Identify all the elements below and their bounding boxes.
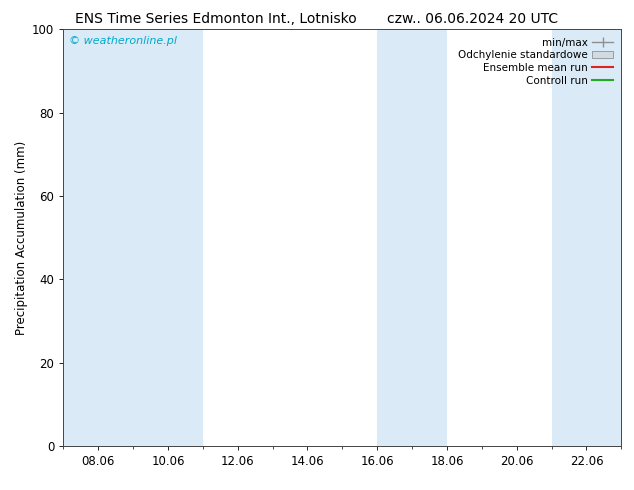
Bar — [133, 29, 203, 446]
Text: czw.. 06.06.2024 20 UTC: czw.. 06.06.2024 20 UTC — [387, 12, 558, 26]
Bar — [377, 29, 447, 446]
Text: © weatheronline.pl: © weatheronline.pl — [69, 36, 177, 46]
Bar — [552, 29, 621, 446]
Y-axis label: Precipitation Accumulation (mm): Precipitation Accumulation (mm) — [15, 141, 28, 335]
Legend: min/max, Odchylenie standardowe, Ensemble mean run, Controll run: min/max, Odchylenie standardowe, Ensembl… — [455, 35, 616, 89]
Bar — [63, 29, 133, 446]
Text: ENS Time Series Edmonton Int., Lotnisko: ENS Time Series Edmonton Int., Lotnisko — [75, 12, 356, 26]
